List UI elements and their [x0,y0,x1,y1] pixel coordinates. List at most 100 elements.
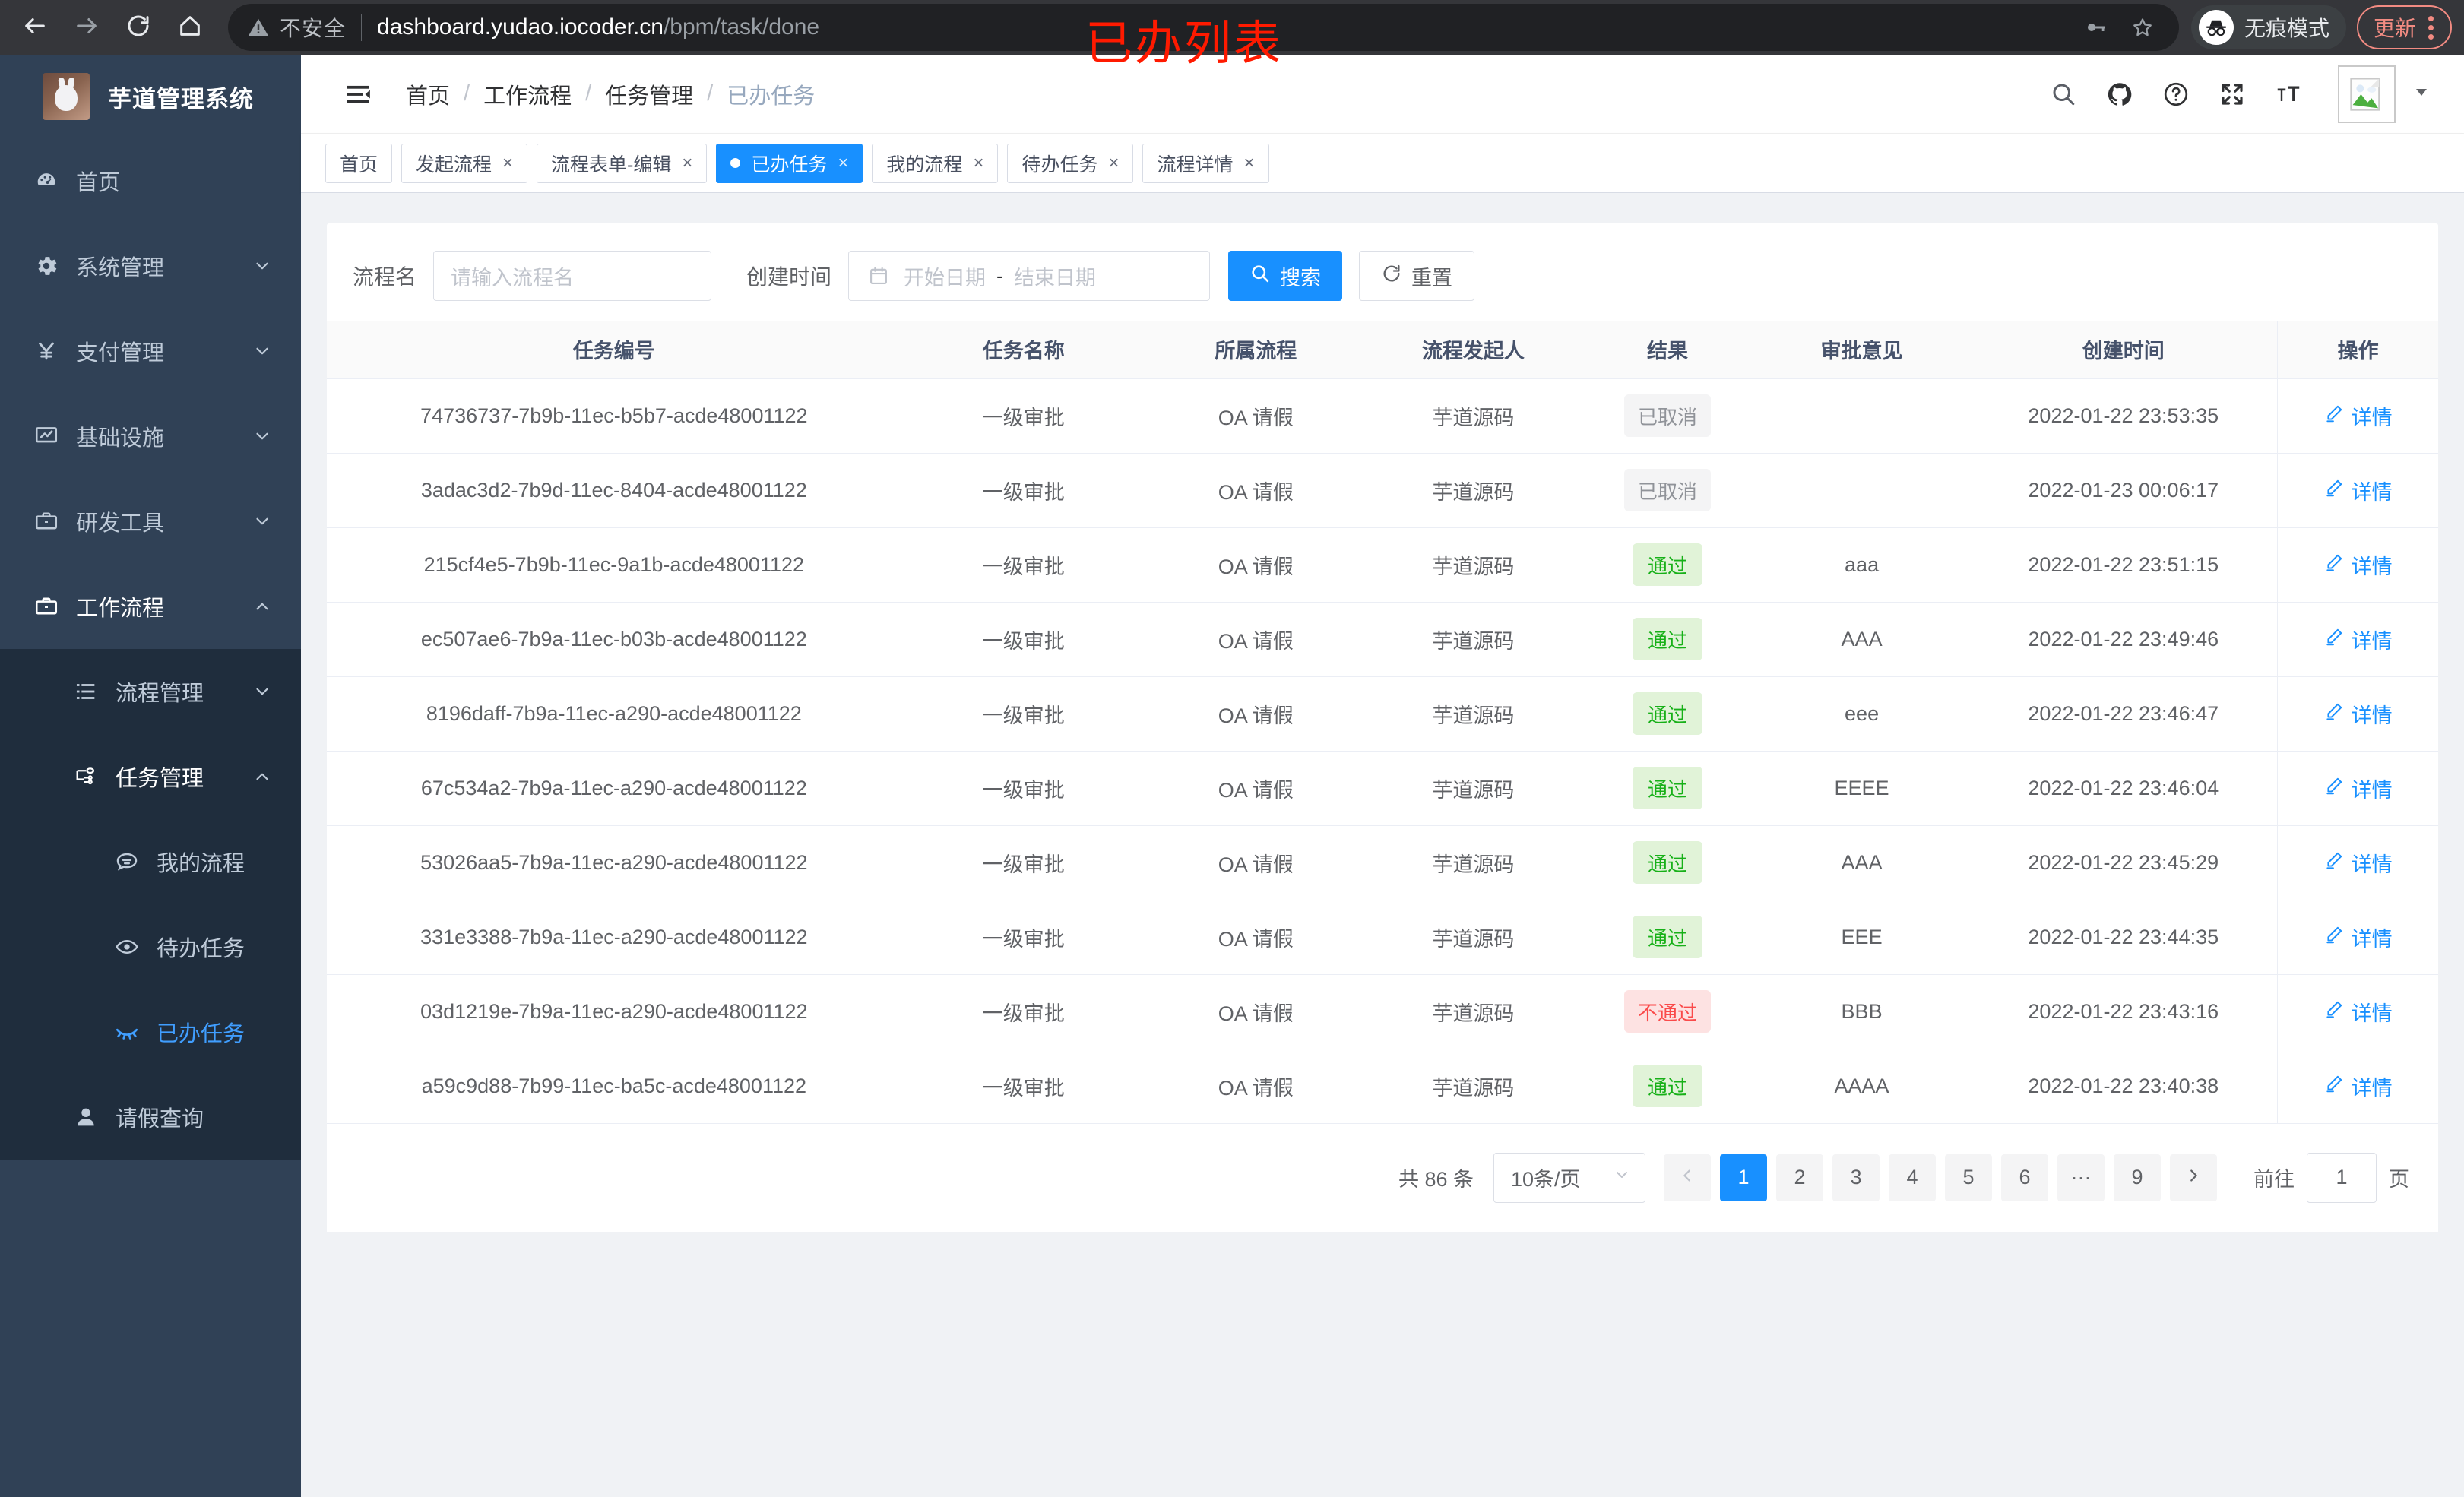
sidebar-item-infrastructure[interactable]: 基础设施 [0,394,301,479]
tab-done-task[interactable]: 已办任务 × [716,143,863,183]
update-button[interactable]: 更新 [2356,5,2452,49]
home-button[interactable] [166,3,214,52]
app-header: 首页 / 工作流程 / 任务管理 / 已办任务 [301,55,2464,134]
fullscreen-icon[interactable] [2204,66,2260,122]
next-page-button[interactable] [2170,1154,2217,1201]
cell-operation: 详情 [2277,527,2438,603]
breadcrumb-item-1[interactable]: 工作流程 [483,84,572,109]
detail-button[interactable]: 详情 [2324,550,2393,580]
sidebar-item-todo-task[interactable]: 待办任务 [0,904,301,989]
sidebar-item-leave-query[interactable]: 请假查询 [0,1074,301,1160]
date-range-picker[interactable]: 开始日期 - 结束日期 [848,251,1211,301]
table-row: 53026aa5-7b9a-11ec-a290-acde48001122 一级审批… [327,825,2438,900]
search-icon[interactable] [2035,66,2092,122]
hamburger-icon[interactable] [334,80,382,109]
breadcrumb-item-0[interactable]: 首页 [406,84,451,109]
page-number-button[interactable]: 6 [2001,1154,2048,1201]
tab-home[interactable]: 首页 [325,143,393,183]
pagination: 共 86 条 10条/页 1 2 3 4 5 6 ··· 9 [327,1123,2438,1232]
status-badge: 通过 [1633,1065,1702,1107]
page-number-button[interactable]: 4 [1889,1154,1936,1201]
cell-process: OA 请假 [1145,825,1366,900]
detail-button[interactable]: 详情 [2324,1071,2393,1101]
detail-button[interactable]: 详情 [2324,848,2393,878]
close-icon[interactable]: × [1108,152,1120,173]
search-button[interactable]: 搜索 [1228,251,1343,301]
breadcrumb-item-2[interactable]: 任务管理 [605,84,694,109]
process-name-input[interactable]: 请输入流程名 [433,251,712,301]
address-bar[interactable]: 不安全 dashboard.yudao.iocoder.cn/bpm/task/… [228,4,2179,51]
cell-opinion: AAA [1753,825,1970,900]
reload-button[interactable] [114,3,163,52]
tab-process-detail[interactable]: 流程详情 × [1142,143,1269,183]
cell-operation: 详情 [2277,825,2438,900]
forward-button[interactable] [62,3,111,52]
detail-button[interactable]: 详情 [2324,997,2393,1027]
tab-my-process[interactable]: 我的流程 × [872,143,999,183]
chevron-right-icon [2185,1166,2202,1189]
detail-button[interactable]: 详情 [2324,476,2393,505]
cell-opinion: EEEE [1753,751,1970,826]
chevron-down-icon [249,682,275,701]
jumper-input[interactable]: 1 [2307,1152,2377,1203]
sidebar-item-devtools[interactable]: 研发工具 [0,479,301,564]
column-header-result: 结果 [1581,321,1754,379]
detail-button[interactable]: 详情 [2324,699,2393,729]
prev-page-button[interactable] [1664,1154,1711,1201]
sidebar-item-task-manage[interactable]: 任务管理 [0,734,301,819]
close-icon[interactable]: × [838,152,849,173]
detail-button[interactable]: 详情 [2324,774,2393,803]
sidebar-logo[interactable]: 芋道管理系统 [0,55,301,138]
eye-closed-icon [114,1019,157,1045]
sidebar-item-payment[interactable]: 支付管理 [0,309,301,394]
caret-down-icon[interactable] [2412,83,2431,105]
detail-button[interactable]: 详情 [2324,401,2393,431]
page-number-button[interactable]: 3 [1832,1154,1880,1201]
cell-created: 2022-01-22 23:46:04 [1969,751,2278,826]
page-ellipsis[interactable]: ··· [2057,1154,2105,1201]
page-number-button[interactable]: 5 [1945,1154,1992,1201]
detail-button[interactable]: 详情 [2324,625,2393,654]
avatar[interactable] [2338,65,2396,123]
page-size-select[interactable]: 10条/页 [1493,1152,1645,1203]
tab-todo-task[interactable]: 待办任务 × [1007,143,1134,183]
detail-label: 详情 [2351,927,2393,951]
font-size-icon[interactable] [2260,66,2317,122]
sidebar-item-my-process[interactable]: 我的流程 [0,819,301,904]
tab-process-form-edit[interactable]: 流程表单-编辑 × [537,143,708,183]
toolbox-icon [33,593,76,619]
github-icon[interactable] [2092,66,2148,122]
cell-task-name: 一级审批 [901,825,1146,900]
back-button[interactable] [11,3,59,52]
kebab-menu-icon[interactable] [2424,15,2438,40]
cell-task-name: 一级审批 [901,378,1146,454]
help-icon[interactable] [2148,66,2204,122]
reset-button[interactable]: 重置 [1359,251,1475,301]
chevron-down-icon [249,256,275,276]
calendar-icon [866,263,892,289]
cell-initiator: 芋道源码 [1365,900,1582,975]
star-icon[interactable] [2123,8,2162,47]
sidebar-item-done-task[interactable]: 已办任务 [0,989,301,1074]
incognito-indicator[interactable]: 无痕模式 [2190,5,2346,49]
edit-icon [2324,999,2344,1024]
page-number-button[interactable]: 1 [1720,1154,1767,1201]
tab-label: 首页 [340,153,378,176]
close-icon[interactable]: × [502,152,514,173]
close-icon[interactable]: × [973,152,984,173]
table-row: 215cf4e5-7b9b-11ec-9a1b-acde48001122 一级审批… [327,527,2438,603]
cell-operation: 详情 [2277,974,2438,1049]
page-number-button[interactable]: 9 [2114,1154,2161,1201]
page-number-button[interactable]: 2 [1776,1154,1823,1201]
dashboard-icon [33,168,76,194]
search-icon [1249,263,1271,290]
tab-start-process[interactable]: 发起流程 × [401,143,528,183]
sidebar-item-system[interactable]: 系统管理 [0,223,301,309]
key-icon[interactable] [2076,8,2115,47]
sidebar-item-workflow[interactable]: 工作流程 [0,564,301,649]
detail-button[interactable]: 详情 [2324,923,2393,952]
sidebar-item-home[interactable]: 首页 [0,138,301,223]
sidebar-item-process-manage[interactable]: 流程管理 [0,649,301,734]
close-icon[interactable]: × [1243,152,1255,173]
close-icon[interactable]: × [682,152,693,173]
